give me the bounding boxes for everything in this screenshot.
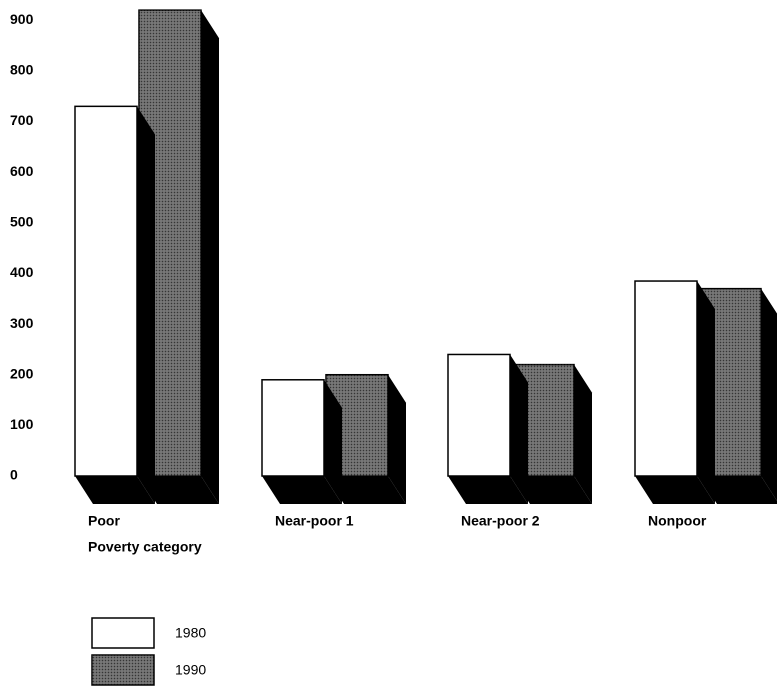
x-axis-label: Poverty category bbox=[88, 539, 202, 555]
y-tick-label: 800 bbox=[10, 62, 34, 78]
bar-shadow bbox=[635, 476, 715, 504]
y-tick-label: 900 bbox=[10, 11, 34, 27]
bar-side bbox=[201, 10, 219, 505]
x-tick-label: Near-poor 2 bbox=[461, 513, 540, 529]
y-tick-label: 600 bbox=[10, 163, 34, 179]
bar-side bbox=[574, 364, 592, 504]
bar-side bbox=[510, 354, 528, 504]
bar-shadow bbox=[699, 476, 777, 504]
y-tick-label: 700 bbox=[10, 112, 34, 128]
y-tick-label: 400 bbox=[10, 264, 34, 280]
bar bbox=[261, 379, 325, 477]
y-tick-label: 0 bbox=[10, 467, 18, 483]
x-tick-label: Poor bbox=[88, 513, 120, 529]
bar-shadow bbox=[75, 476, 155, 504]
bar-side bbox=[137, 106, 155, 504]
bar-side bbox=[697, 281, 715, 504]
legend-label: 1990 bbox=[175, 662, 206, 678]
bar-side bbox=[761, 288, 777, 501]
bar bbox=[74, 105, 138, 477]
legend-swatch bbox=[91, 617, 155, 649]
x-tick-label: Nonpoor bbox=[648, 513, 707, 529]
bar-side bbox=[324, 379, 342, 504]
bar-shadow bbox=[512, 476, 592, 504]
legend-swatch-texture bbox=[92, 655, 154, 685]
y-tick-label: 100 bbox=[10, 416, 34, 432]
bar-shadow bbox=[139, 476, 219, 504]
legend-label: 1980 bbox=[175, 625, 206, 641]
bar-side bbox=[388, 374, 406, 504]
bar-shadow bbox=[448, 476, 528, 504]
bar bbox=[634, 280, 698, 477]
bar bbox=[447, 353, 511, 477]
bar-shadow bbox=[262, 476, 342, 504]
y-tick-label: 300 bbox=[10, 315, 34, 331]
bar-shadow bbox=[326, 476, 406, 504]
x-tick-label: Near-poor 1 bbox=[275, 513, 354, 529]
y-tick-label: 200 bbox=[10, 365, 34, 381]
y-tick-label: 500 bbox=[10, 214, 34, 230]
